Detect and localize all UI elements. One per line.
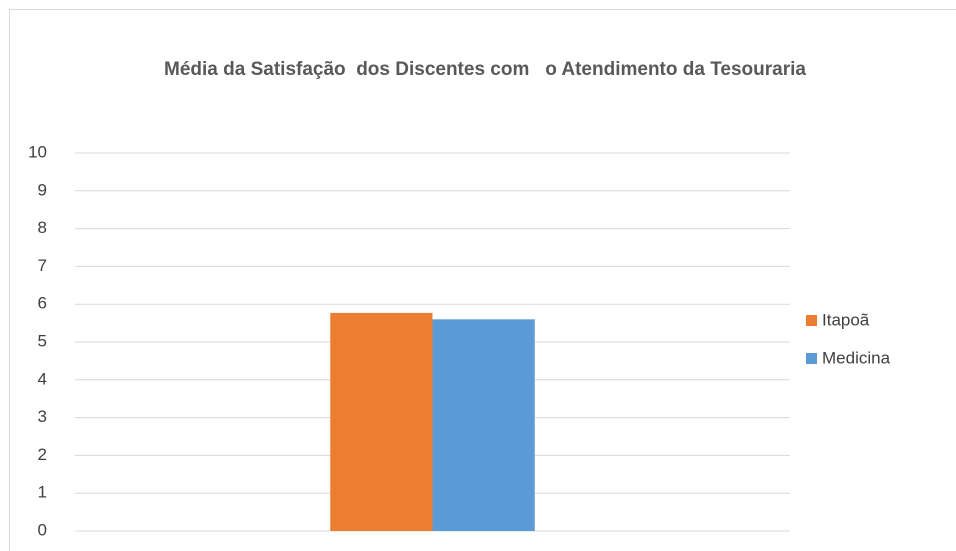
- y-tick-label: 4: [38, 369, 47, 388]
- y-tick-label: 5: [38, 331, 47, 350]
- chart-frame: [9, 9, 956, 551]
- y-tick-label: 10: [28, 142, 47, 161]
- y-tick-label: 9: [38, 180, 47, 199]
- legend-swatch: [806, 315, 817, 326]
- bar: [432, 319, 535, 531]
- y-tick-label: 6: [38, 294, 47, 313]
- y-tick-label: 1: [38, 483, 47, 502]
- legend-label: Itapoã: [822, 310, 870, 329]
- bar: [330, 312, 433, 531]
- legend-label: Medicina: [822, 348, 891, 367]
- legend-swatch: [806, 353, 817, 364]
- chart-title: Média da Satisfação dos Discentes com o …: [164, 59, 806, 80]
- y-tick-label: 3: [38, 407, 47, 426]
- y-tick-label: 2: [38, 445, 47, 464]
- y-tick-label: 7: [38, 256, 47, 275]
- y-tick-label: 8: [38, 218, 47, 237]
- y-tick-label: 0: [38, 520, 47, 539]
